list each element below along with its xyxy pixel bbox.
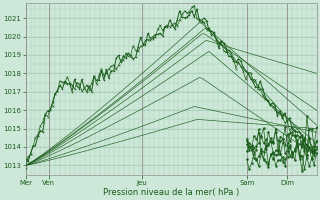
X-axis label: Pression niveau de la mer( hPa ): Pression niveau de la mer( hPa ): [103, 188, 239, 197]
